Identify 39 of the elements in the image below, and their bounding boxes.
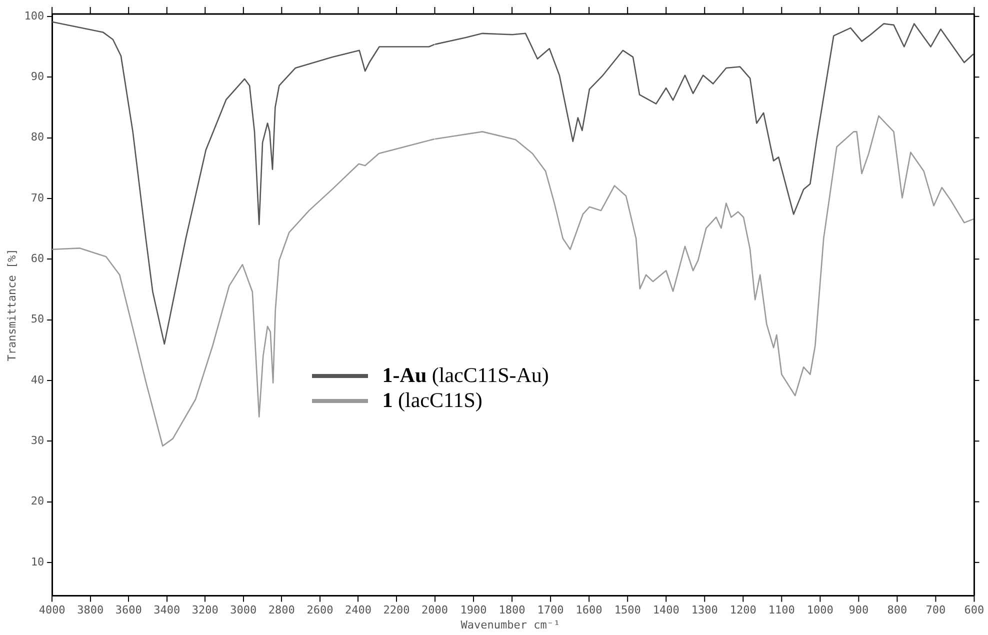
y-tick-label: 50 [30, 312, 44, 326]
x-tick-label: 1600 [576, 603, 602, 616]
y-tick-label: 90 [30, 70, 44, 83]
x-tick-label: 3200 [192, 603, 218, 616]
x-tick-label: 1300 [691, 603, 718, 616]
y-axis-title: Transmittance [%] [5, 248, 18, 362]
x-tick-label: 700 [926, 603, 946, 616]
y-tick-label: 70 [30, 191, 44, 204]
x-tick-label: 3000 [230, 603, 257, 616]
x-tick-label: 3400 [154, 603, 180, 616]
y-tick-label: 30 [30, 434, 44, 447]
x-tick-label: 4000 [38, 603, 66, 616]
x-tick-label: 2200 [383, 603, 410, 616]
x-tick-label: 900 [848, 603, 868, 616]
x-tick-label: 1700 [537, 603, 564, 616]
x-tick-label: 3600 [115, 603, 142, 616]
x-tick-label: 1200 [730, 603, 756, 616]
legend-label: 1-Au (lacC11S-Au) [382, 363, 549, 388]
x-tick-label: 2000 [422, 603, 448, 616]
y-tick-label: 10 [30, 555, 44, 568]
x-tick-label: 3800 [77, 603, 104, 616]
legend-label: 1 (lacC11S) [382, 388, 482, 414]
x-tick-label: 1100 [768, 603, 795, 616]
x-tick-label: 1000 [806, 603, 834, 616]
y-tick-label: 80 [30, 130, 44, 144]
x-tick-label: 1900 [460, 603, 487, 616]
y-tick-label: 100 [24, 9, 44, 22]
y-tick-label: 40 [30, 373, 44, 386]
x-tick-label: 2800 [268, 603, 295, 616]
x-axis-title: Wavenumber cm⁻¹ [460, 618, 560, 632]
x-tick-label: 1800 [498, 603, 526, 616]
x-tick-label: 800 [887, 603, 907, 616]
x-tick-label: 1400 [652, 603, 680, 616]
y-tick-label: 60 [30, 252, 44, 265]
y-tick-label: 20 [30, 494, 44, 508]
x-tick-label: 2400 [344, 603, 372, 616]
x-tick-label: 600 [964, 603, 984, 616]
x-tick-label: 2600 [306, 603, 334, 616]
x-tick-label: 1500 [614, 603, 641, 616]
